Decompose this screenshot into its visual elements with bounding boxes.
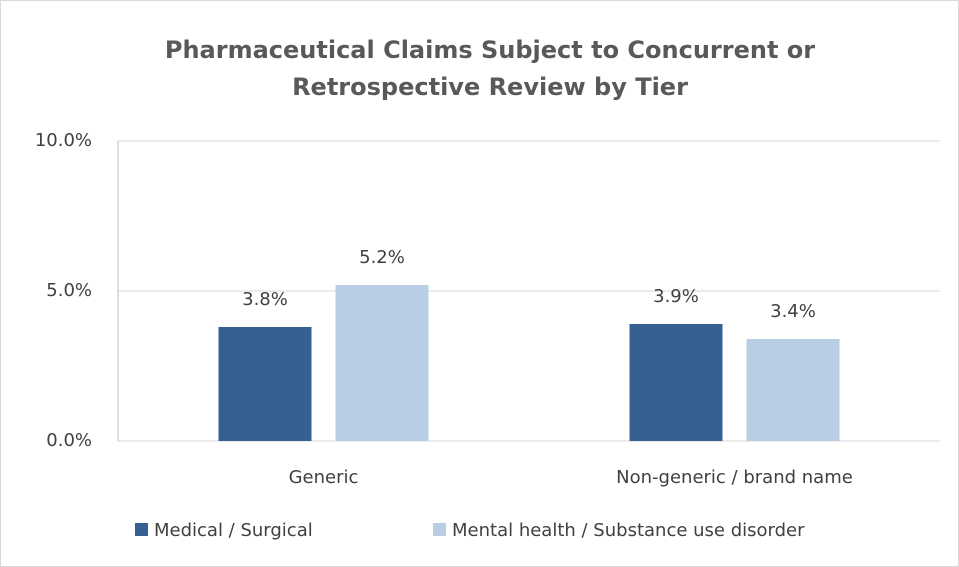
x-tick-label: Generic: [289, 467, 359, 488]
bar: [629, 324, 723, 441]
value-label: 3.4%: [770, 301, 816, 322]
y-tick-label: 0.0%: [46, 430, 92, 451]
legend-label: Mental health / Substance use disorder: [452, 520, 805, 541]
bar: [218, 327, 312, 441]
bar: [335, 285, 429, 441]
x-tick-label: Non-generic / brand name: [616, 467, 853, 488]
chart-title: Pharmaceutical Claims Subject to Concurr…: [165, 36, 815, 64]
legend-label: Medical / Surgical: [154, 520, 313, 541]
value-label: 5.2%: [359, 247, 405, 268]
legend-swatch: [433, 523, 446, 536]
chart-title: Retrospective Review by Tier: [292, 73, 688, 101]
value-label: 3.8%: [242, 289, 288, 310]
y-tick-label: 5.0%: [46, 280, 92, 301]
legend-swatch: [135, 523, 148, 536]
y-tick-label: 10.0%: [35, 130, 92, 151]
bar: [746, 339, 840, 441]
value-label: 3.9%: [653, 286, 699, 307]
